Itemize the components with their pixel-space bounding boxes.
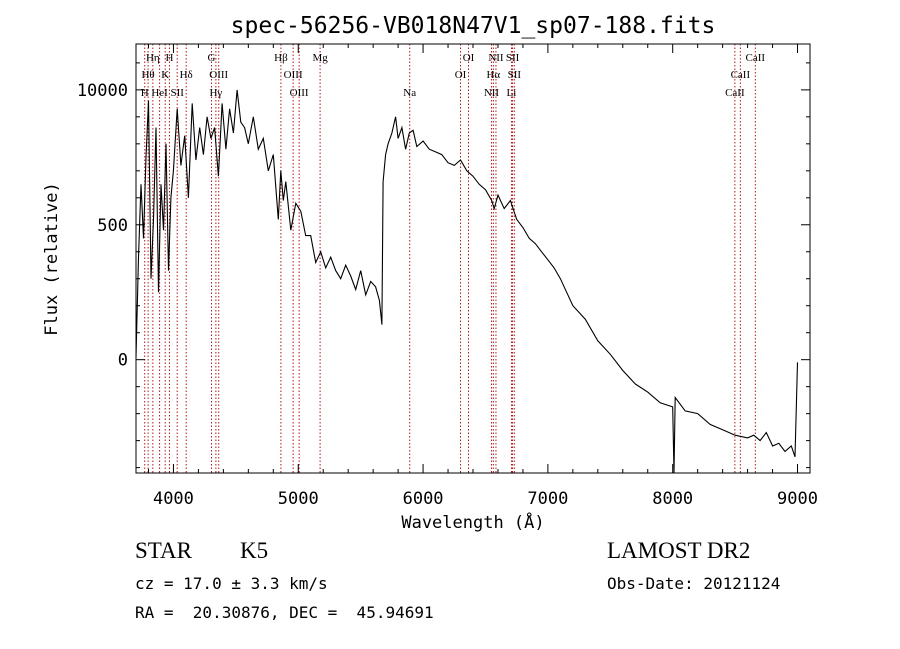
x-tick-label-4: 8000 — [652, 489, 693, 509]
y-tick-label-1: 500 — [97, 216, 128, 236]
redshift-readout: cz = 17.0 ± 3.3 km/s — [135, 574, 328, 593]
survey-name: LAMOST DR2 — [607, 538, 751, 563]
line-label-6: HeI — [151, 87, 168, 99]
x-axis-label: Wavelength (Å) — [401, 511, 544, 533]
line-label-14: Mg — [312, 52, 328, 64]
line-label-12: OIII — [284, 69, 303, 81]
plot-series — [135, 89, 799, 474]
line-label-3: K — [161, 69, 169, 81]
line-label-9: OIII — [209, 69, 228, 81]
line-label-19: SII — [506, 52, 520, 64]
line-label-18: NII — [488, 52, 504, 64]
line-label-7: SII — [170, 87, 184, 99]
object-class: STAR — [135, 538, 192, 563]
spectral-line-labels: Hη HHθ K HδH HeI SIIGOIIIHγHβOIIIOIIIMgNaOIOI… — [141, 52, 766, 99]
object-subclass: K5 — [240, 538, 269, 563]
line-label-21: SII — [508, 69, 522, 81]
chart-title: spec-56256-VB018N47V1_sp07-188.fits — [231, 13, 716, 39]
x-tick-label-0: 4000 — [153, 489, 194, 509]
y-axis-label: Flux (relative) — [42, 182, 62, 336]
x-axis: 4000 5000 6000 7000 8000 9000 — [147, 44, 818, 509]
obs-date: Obs-Date: 20121124 — [607, 574, 781, 593]
line-label-10: Hγ — [209, 87, 222, 99]
coordinates: RA = 20.30876, DEC = 45.94691 — [135, 603, 434, 622]
x-tick-label-1: 5000 — [278, 489, 319, 509]
line-label-22: NII — [484, 87, 500, 99]
x-tick-label-3: 7000 — [527, 489, 568, 509]
line-label-5: H — [141, 87, 149, 99]
line-label-11: Hβ — [274, 52, 288, 64]
y-tick-label-0: 0 — [118, 351, 128, 371]
line-label-1: H — [165, 52, 173, 64]
plot-frame — [135, 43, 811, 474]
line-label-15: Na — [403, 87, 416, 99]
line-label-0: Hη — [146, 52, 160, 64]
line-label-8: G — [208, 52, 216, 64]
spectral-line-markers — [144, 44, 756, 473]
line-label-17: OI — [455, 69, 467, 81]
line-label-13: OIII — [290, 87, 309, 99]
line-label-4: Hδ — [180, 69, 193, 81]
x-tick-label-2: 6000 — [403, 489, 444, 509]
line-label-16: OI — [463, 52, 475, 64]
line-label-25: CaII — [731, 69, 751, 81]
line-label-26: CaII — [725, 87, 745, 99]
line-label-20: Hα — [486, 69, 500, 81]
y-tick-label-2: 10000 — [77, 81, 128, 101]
line-label-24: CaII — [746, 52, 766, 64]
line-label-23: Li — [507, 87, 517, 99]
line-label-2: Hθ — [141, 69, 154, 81]
spectrum-line-0 — [135, 89, 799, 474]
x-tick-label-5: 9000 — [777, 489, 818, 509]
y-axis: 0 500 10000 — [77, 62, 810, 469]
